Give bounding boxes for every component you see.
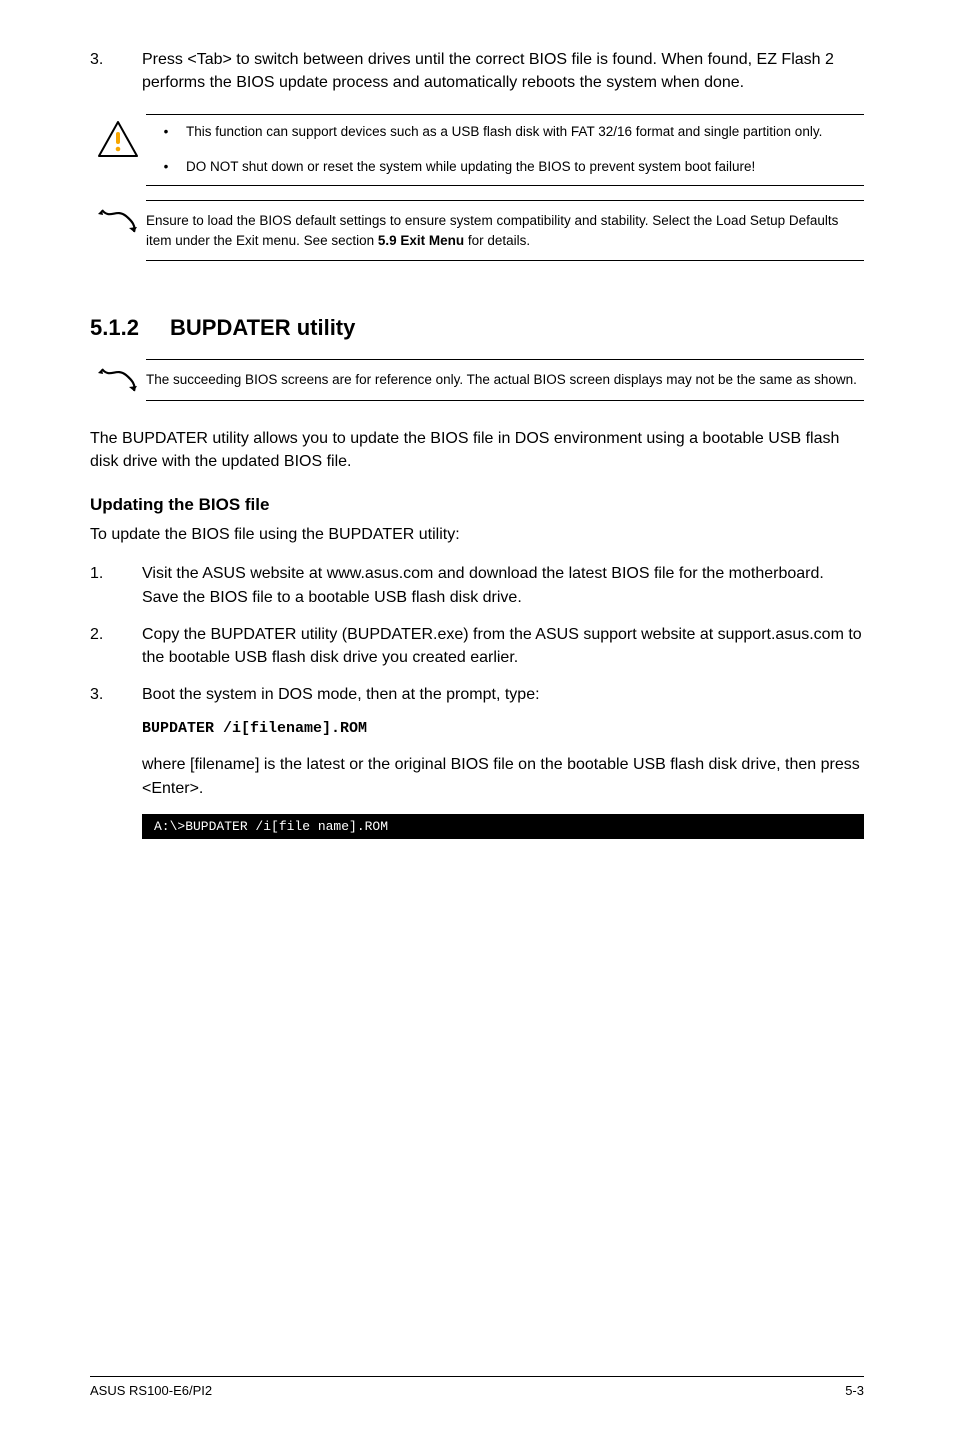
list-item: 3. Boot the system in DOS mode, then at … xyxy=(90,683,864,706)
divider xyxy=(146,400,864,401)
page-footer: ASUS RS100-E6/PI2 5-3 xyxy=(90,1376,864,1398)
warning-callout: • This function can support devices such… xyxy=(90,114,864,186)
footer-right: 5-3 xyxy=(845,1383,864,1398)
divider xyxy=(146,260,864,261)
command-text: BUPDATER /i[filename].ROM xyxy=(142,720,864,737)
section-title: BUPDATER utility xyxy=(170,315,355,341)
warning-bullet-1-text: This function can support devices such a… xyxy=(186,123,864,142)
note-callout-2: The succeeding BIOS screens are for refe… xyxy=(90,359,864,401)
note-1-body: Ensure to load the BIOS default settings… xyxy=(146,200,864,261)
step-3-number: 3. xyxy=(90,48,142,94)
note-2-body: The succeeding BIOS screens are for refe… xyxy=(146,359,864,401)
section-number: 5.1.2 xyxy=(90,315,170,341)
step-3: 3. Press <Tab> to switch between drives … xyxy=(90,48,864,94)
step-text: Visit the ASUS website at www.asus.com a… xyxy=(142,562,864,608)
sub-heading: Updating the BIOS file xyxy=(90,495,864,515)
note-icon xyxy=(90,200,146,238)
step-number: 3. xyxy=(90,683,142,706)
sub-intro: To update the BIOS file using the BUPDAT… xyxy=(90,523,864,546)
list-item: 2. Copy the BUPDATER utility (BUPDATER.e… xyxy=(90,623,864,669)
warning-icon xyxy=(90,114,146,158)
intro-paragraph: The BUPDATER utility allows you to updat… xyxy=(90,427,864,473)
list-item: 1. Visit the ASUS website at www.asus.co… xyxy=(90,562,864,608)
post-command-text: where [filename] is the latest or the or… xyxy=(142,753,864,799)
note-1-bold: 5.9 Exit Menu xyxy=(378,233,464,248)
warning-bullet-2: • DO NOT shut down or reset the system w… xyxy=(146,150,864,185)
footer-left: ASUS RS100-E6/PI2 xyxy=(90,1383,212,1398)
note-callout-1: Ensure to load the BIOS default settings… xyxy=(90,200,864,261)
warning-body: • This function can support devices such… xyxy=(146,114,864,186)
warning-bullet-1: • This function can support devices such… xyxy=(146,115,864,150)
step-text: Copy the BUPDATER utility (BUPDATER.exe)… xyxy=(142,623,864,669)
bullet-dot: • xyxy=(146,158,186,177)
step-3-text: Press <Tab> to switch between drives unt… xyxy=(142,48,864,94)
warning-bullet-2-text: DO NOT shut down or reset the system whi… xyxy=(186,158,864,177)
note-1-text: Ensure to load the BIOS default settings… xyxy=(146,201,864,260)
step-text: Boot the system in DOS mode, then at the… xyxy=(142,683,864,706)
step-number: 2. xyxy=(90,623,142,669)
note-2-text: The succeeding BIOS screens are for refe… xyxy=(146,360,864,400)
terminal-block: A:\>BUPDATER /i[file name].ROM xyxy=(142,814,864,839)
section-heading: 5.1.2 BUPDATER utility xyxy=(90,315,864,341)
step-number: 1. xyxy=(90,562,142,608)
note-icon xyxy=(90,359,146,397)
bullet-dot: • xyxy=(146,123,186,142)
note-1-post: for details. xyxy=(464,233,530,248)
divider xyxy=(146,185,864,186)
